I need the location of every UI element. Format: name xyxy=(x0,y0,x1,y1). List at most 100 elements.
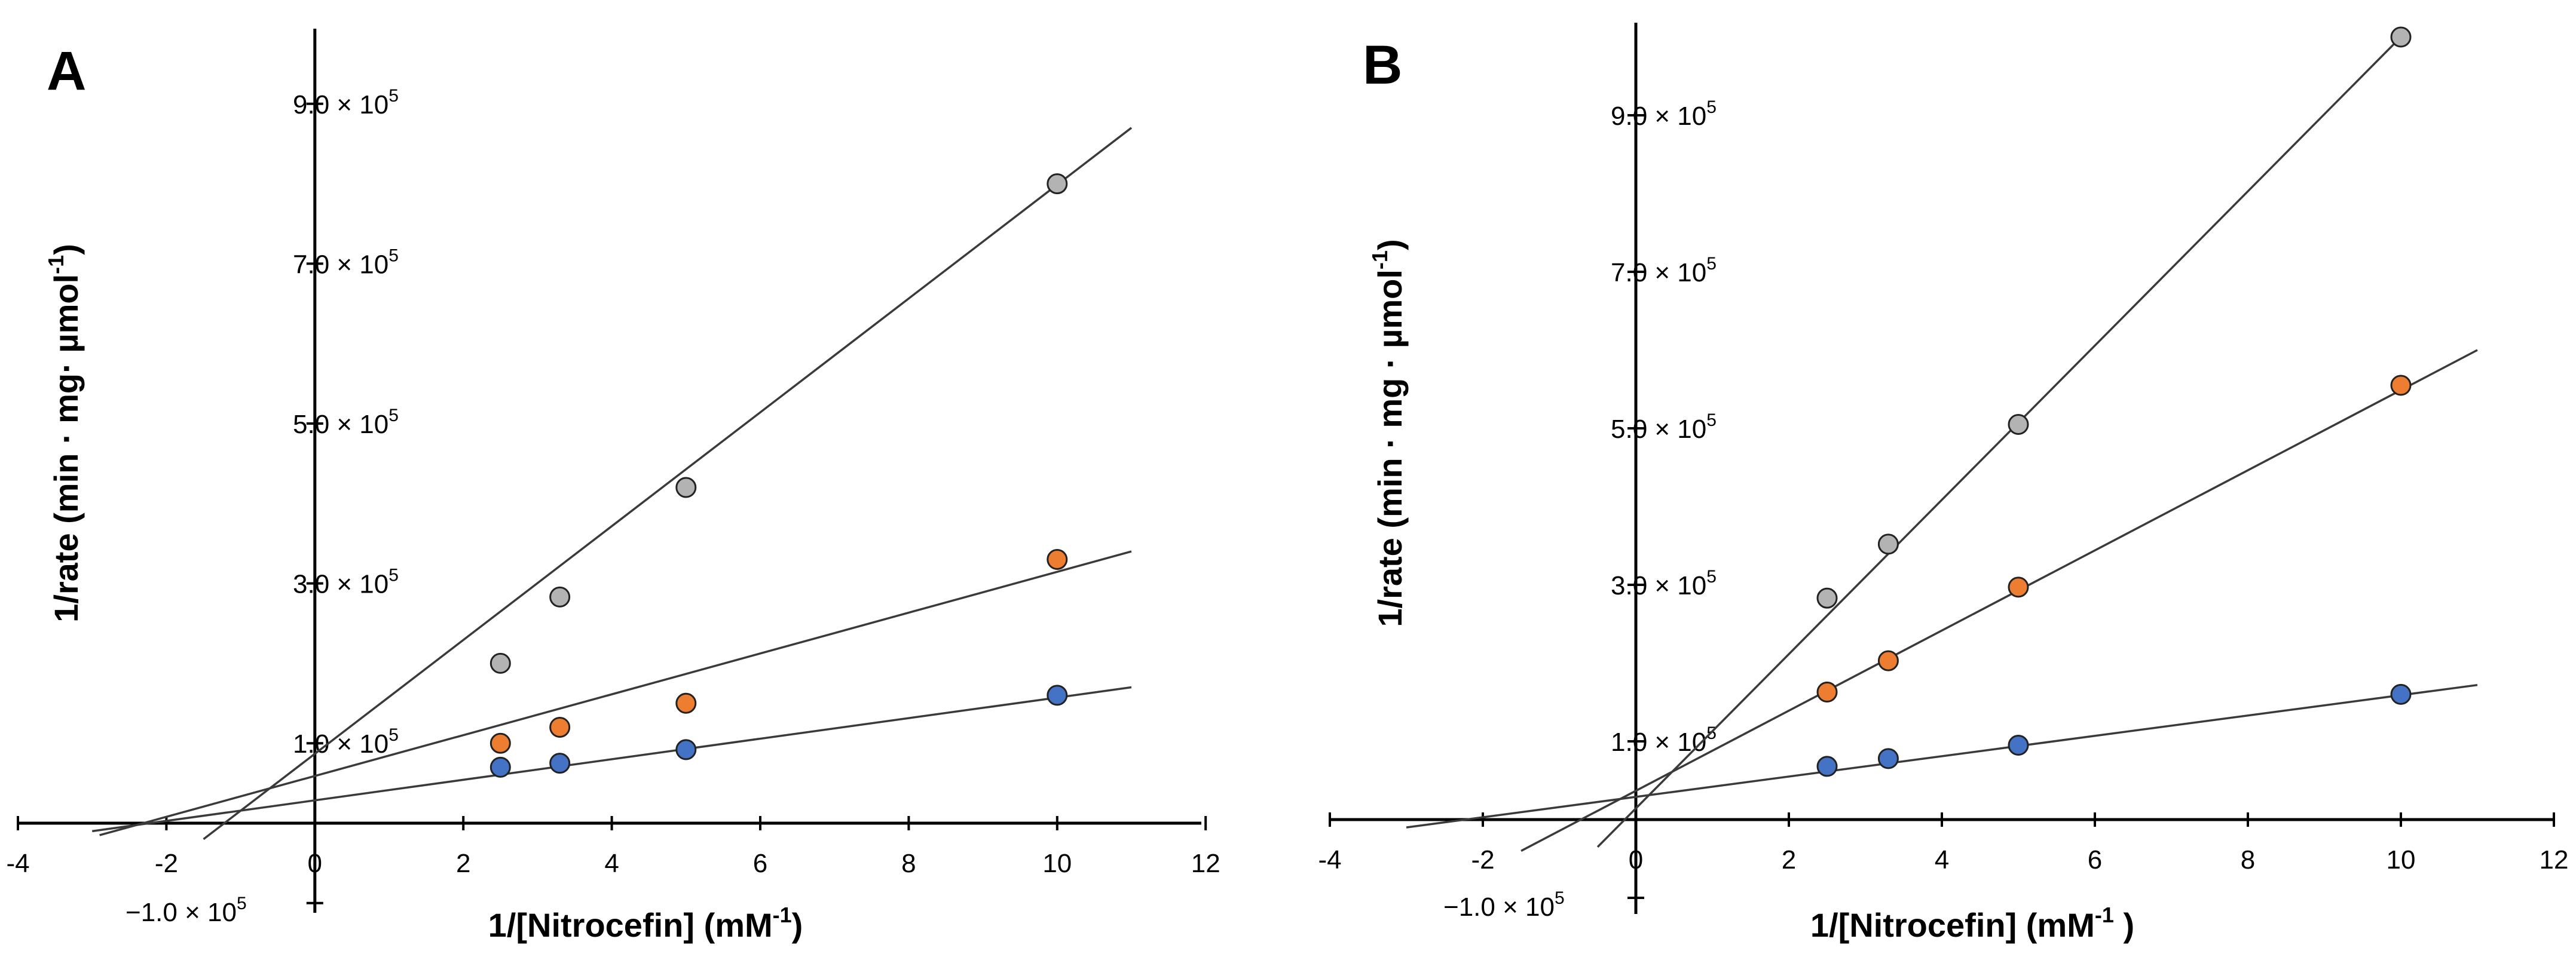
x-tick-label: -4 xyxy=(1318,845,1341,875)
data-point xyxy=(1047,548,1068,570)
y-tick-exponent: 5 xyxy=(388,86,399,106)
y-tick-exponent: 5 xyxy=(237,894,247,913)
fit-line xyxy=(99,550,1132,836)
x-axis-title-end: ) xyxy=(792,906,803,944)
y-axis-title-end: ) xyxy=(1371,239,1409,250)
y-tick-label: 5.0 × 105 xyxy=(293,406,399,439)
x-axis-title-main: 1/[Nitrocefin] (mM xyxy=(488,906,773,944)
data-point xyxy=(489,652,511,674)
y-tick-label: 7.0 × 105 xyxy=(1611,254,1717,287)
fit-line xyxy=(1406,683,2478,829)
data-point xyxy=(2008,576,2029,598)
data-point xyxy=(1877,533,1899,555)
data-point xyxy=(1047,173,1068,195)
y-tick-mantissa: −1.0 × 10 xyxy=(1443,892,1555,922)
y-tick-exponent: 5 xyxy=(1555,888,1565,908)
y-tick-mantissa: 5.0 × 10 xyxy=(1611,415,1706,444)
y-tick-exponent: 5 xyxy=(388,566,399,585)
data-point xyxy=(549,586,571,608)
panel-letter: B xyxy=(1363,35,1402,96)
y-tick-label: −1.0 × 105 xyxy=(126,894,247,927)
data-point xyxy=(549,753,571,774)
x-axis-title-end: ) xyxy=(2114,906,2134,944)
x-tick-label: 4 xyxy=(1935,845,1949,875)
y-tick-mantissa: 3.0 × 10 xyxy=(1611,571,1706,600)
x-tick-label: 12 xyxy=(2540,845,2569,875)
x-tick-label: 0 xyxy=(1629,845,1643,875)
y-tick-label: 9.0 × 105 xyxy=(1611,97,1717,131)
data-point xyxy=(1816,756,1838,777)
y-tick-mantissa: 7.0 × 10 xyxy=(1611,258,1706,287)
data-point xyxy=(2390,683,2412,705)
x-axis-title-main: 1/[Nitrocefin] (mM xyxy=(1810,906,2095,944)
y-tick-mantissa: 9.0 × 10 xyxy=(1611,102,1706,131)
y-tick-label: 3.0 × 105 xyxy=(1611,567,1717,600)
data-point xyxy=(675,477,697,498)
y-axis-title: 1/rate (min · mg · µmol-1) xyxy=(1367,239,1409,627)
data-point xyxy=(1877,748,1899,769)
data-point xyxy=(2008,413,2029,435)
fit-line xyxy=(203,127,1133,840)
y-axis-title-sup: -1 xyxy=(44,255,68,274)
data-point xyxy=(2008,735,2029,756)
x-tick-label: 6 xyxy=(753,849,767,878)
data-point xyxy=(489,732,511,754)
y-axis-title-main: 1/rate (min · mg· µmol xyxy=(47,274,85,622)
y-tick-mantissa: 9.0 × 10 xyxy=(293,90,388,119)
data-point xyxy=(1816,681,1838,703)
y-tick-exponent: 5 xyxy=(1706,410,1717,430)
y-tick-label: 7.0 × 105 xyxy=(293,246,399,279)
y-tick-label: 1.0 × 105 xyxy=(293,725,399,759)
data-point xyxy=(1877,650,1899,671)
data-point xyxy=(675,739,697,760)
data-point xyxy=(675,692,697,714)
y-tick-mantissa: −1.0 × 10 xyxy=(126,898,237,927)
x-tick-label: 12 xyxy=(1191,849,1220,878)
x-tick-label: 8 xyxy=(901,849,916,878)
data-point xyxy=(1047,685,1068,706)
x-tick-label: -4 xyxy=(6,849,29,878)
fit-line xyxy=(91,686,1132,833)
y-axis-title: 1/rate (min · mg· µmol-1) xyxy=(44,244,85,622)
x-tick-label: 6 xyxy=(2088,845,2102,875)
y-tick-label: 5.0 × 105 xyxy=(1611,410,1717,444)
y-tick-label: 1.0 × 105 xyxy=(1611,723,1717,757)
y-tick-exponent: 5 xyxy=(1706,254,1717,274)
y-tick-exponent: 5 xyxy=(1706,97,1717,117)
x-tick-label: 2 xyxy=(1782,845,1796,875)
fit-line xyxy=(1520,349,2478,852)
x-tick-label: 2 xyxy=(456,849,470,878)
x-tick-label: 4 xyxy=(604,849,619,878)
x-tick-label: 10 xyxy=(2387,845,2416,875)
x-tick-label: 8 xyxy=(2241,845,2255,875)
y-tick-label: 3.0 × 105 xyxy=(293,566,399,599)
data-point xyxy=(2390,26,2412,48)
x-tick-label: -2 xyxy=(155,849,178,878)
x-axis-title: 1/[Nitrocefin] (mM-1 ) xyxy=(1810,903,2134,944)
data-point xyxy=(489,756,511,778)
x-axis-title: 1/[Nitrocefin] (mM-1) xyxy=(488,903,803,944)
x-tick-label: 10 xyxy=(1042,849,1072,878)
data-point xyxy=(2390,375,2412,396)
y-axis-title-sup: -1 xyxy=(1367,250,1392,269)
y-tick-label: −1.0 × 105 xyxy=(1443,888,1565,922)
y-tick-exponent: 5 xyxy=(1706,567,1717,587)
y-tick-mantissa: 3.0 × 10 xyxy=(293,570,388,599)
x-axis-title-sup: -1 xyxy=(773,903,792,927)
y-axis-title-main: 1/rate (min · mg · µmol xyxy=(1371,269,1409,627)
y-tick-exponent: 5 xyxy=(388,246,399,265)
panel-letter: A xyxy=(47,41,86,102)
y-tick-exponent: 5 xyxy=(388,725,399,745)
y-tick-mantissa: 7.0 × 10 xyxy=(293,250,388,279)
fit-line xyxy=(1596,36,2402,848)
data-point xyxy=(1816,587,1838,609)
y-tick-label: 9.0 × 105 xyxy=(293,86,399,119)
x-tick-label: -2 xyxy=(1471,845,1494,875)
y-axis-title-end: ) xyxy=(47,244,85,255)
x-tick-label: 0 xyxy=(308,849,322,878)
x-axis-title-sup: -1 xyxy=(2095,903,2114,927)
y-tick-exponent: 5 xyxy=(388,406,399,425)
